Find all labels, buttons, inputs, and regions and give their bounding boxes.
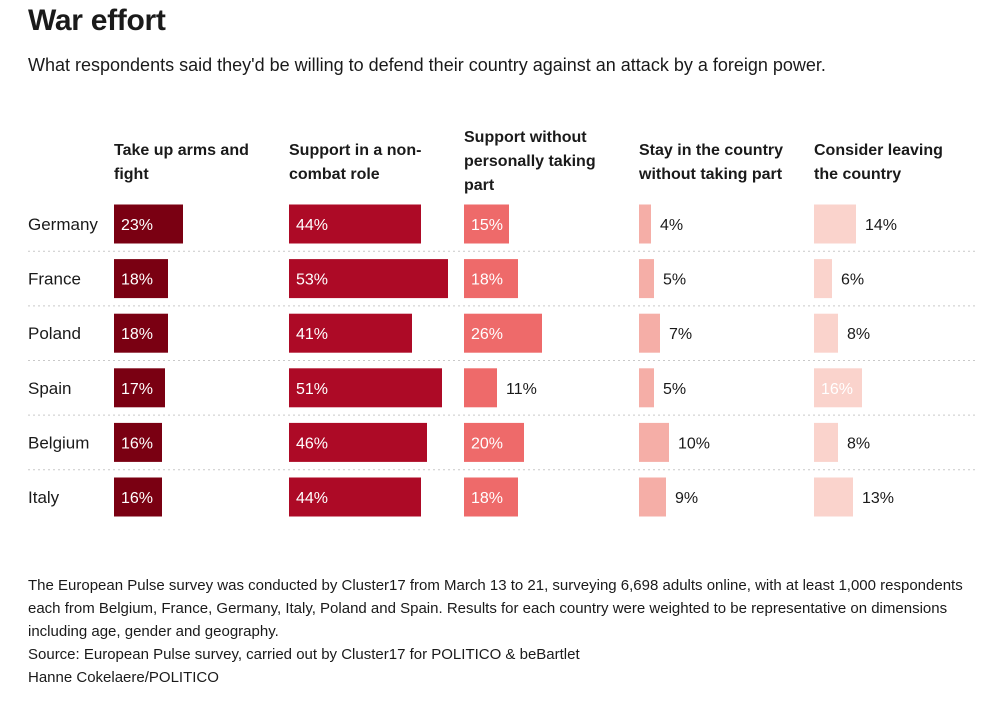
bar-belgium-col4 (639, 422, 669, 462)
bar-spain-col1 (114, 368, 165, 408)
bar-france-col1 (114, 259, 168, 299)
column-header-1: fight (114, 166, 149, 183)
value-label-spain-col1: 17% (121, 381, 153, 398)
column-header-3: personally taking (464, 153, 596, 170)
row-label-italy: Italy (28, 488, 60, 507)
value-label-belgium-col4: 10% (678, 435, 710, 452)
value-label-spain-col4: 5% (663, 381, 686, 398)
chart-footer: The European Pulse survey was conducted … (28, 574, 963, 689)
bar-spain-col2 (289, 368, 442, 408)
value-label-germany-col5: 14% (865, 217, 897, 234)
value-label-belgium-col2: 46% (296, 435, 328, 452)
column-header-1: Take up arms and (114, 142, 249, 159)
bar-spain-col4 (639, 368, 654, 408)
bar-poland-col2 (289, 313, 412, 353)
value-label-poland-col4: 7% (669, 326, 692, 343)
chart-subtitle: What respondents said they'd be willing … (28, 55, 826, 75)
value-label-belgium-col5: 8% (847, 435, 870, 452)
methodology-note: The European Pulse survey was conducted … (28, 577, 963, 640)
value-label-italy-col1: 16% (121, 490, 153, 507)
value-label-france-col5: 6% (841, 272, 864, 289)
bar-poland-col3 (464, 313, 542, 353)
value-label-france-col1: 18% (121, 272, 153, 289)
value-label-poland-col5: 8% (847, 326, 870, 343)
bar-france-col4 (639, 259, 654, 299)
bar-germany-col4 (639, 204, 651, 244)
value-label-france-col3: 18% (471, 272, 503, 289)
column-header-3: Support without (464, 129, 587, 146)
bar-france-col5 (814, 259, 832, 299)
source-note: Source: European Pulse survey, carried o… (28, 646, 580, 663)
bar-spain-col5 (814, 368, 862, 408)
bar-germany-col5 (814, 204, 856, 244)
value-label-belgium-col3: 20% (471, 435, 503, 452)
row-label-poland: Poland (28, 324, 81, 343)
bar-italy-col1 (114, 477, 162, 517)
column-header-3: part (464, 177, 495, 194)
chart-svg: Take up arms and fight Support in a non-co… (28, 129, 975, 517)
column-header-4: Stay in the country (639, 142, 783, 159)
row-label-spain: Spain (28, 379, 71, 398)
value-label-germany-col1: 23% (121, 217, 153, 234)
bar-germany-col3 (464, 204, 509, 244)
bar-italy-col4 (639, 477, 666, 517)
bar-italy-col2 (289, 477, 421, 517)
bar-poland-col4 (639, 313, 660, 353)
credit-note: Hanne Cokelaere/POLITICO (28, 669, 219, 686)
value-label-spain-col2: 51% (296, 381, 328, 398)
row-label-germany: Germany (28, 215, 98, 234)
value-label-poland-col1: 18% (121, 326, 153, 343)
bar-poland-col5 (814, 313, 838, 353)
bar-belgium-col5 (814, 422, 838, 462)
bar-belgium-col1 (114, 422, 162, 462)
value-label-germany-col3: 15% (471, 217, 503, 234)
bar-germany-col1 (114, 204, 183, 244)
bar-italy-col5 (814, 477, 853, 517)
value-label-belgium-col1: 16% (121, 435, 153, 452)
bar-france-col3 (464, 259, 518, 299)
value-label-italy-col5: 13% (862, 490, 894, 507)
value-label-france-col4: 5% (663, 272, 686, 289)
bar-belgium-col2 (289, 422, 427, 462)
value-label-italy-col3: 18% (471, 490, 503, 507)
bar-italy-col3 (464, 477, 518, 517)
column-header-2: Support in a non- (289, 142, 421, 159)
value-label-spain-col3: 11% (506, 381, 537, 398)
chart-title: War effort (28, 4, 166, 37)
bar-spain-col3 (464, 368, 497, 408)
value-label-france-col2: 53% (296, 272, 328, 289)
bar-france-col2 (289, 259, 448, 299)
column-header-5: Consider leaving (814, 142, 943, 159)
row-label-france: France (28, 270, 81, 289)
value-label-italy-col4: 9% (675, 490, 698, 507)
row-label-belgium: Belgium (28, 433, 89, 452)
value-label-germany-col2: 44% (296, 217, 328, 234)
bar-poland-col1 (114, 313, 168, 353)
value-label-poland-col3: 26% (471, 326, 503, 343)
bar-germany-col2 (289, 204, 421, 244)
value-label-spain-col5: 16% (821, 381, 853, 398)
value-label-italy-col2: 44% (296, 490, 328, 507)
column-header-2: combat role (289, 166, 380, 183)
column-header-4: without taking part (638, 166, 783, 183)
column-header-5: the country (814, 166, 901, 183)
value-label-poland-col2: 41% (296, 326, 328, 343)
bar-belgium-col3 (464, 422, 524, 462)
value-label-germany-col4: 4% (660, 217, 683, 234)
